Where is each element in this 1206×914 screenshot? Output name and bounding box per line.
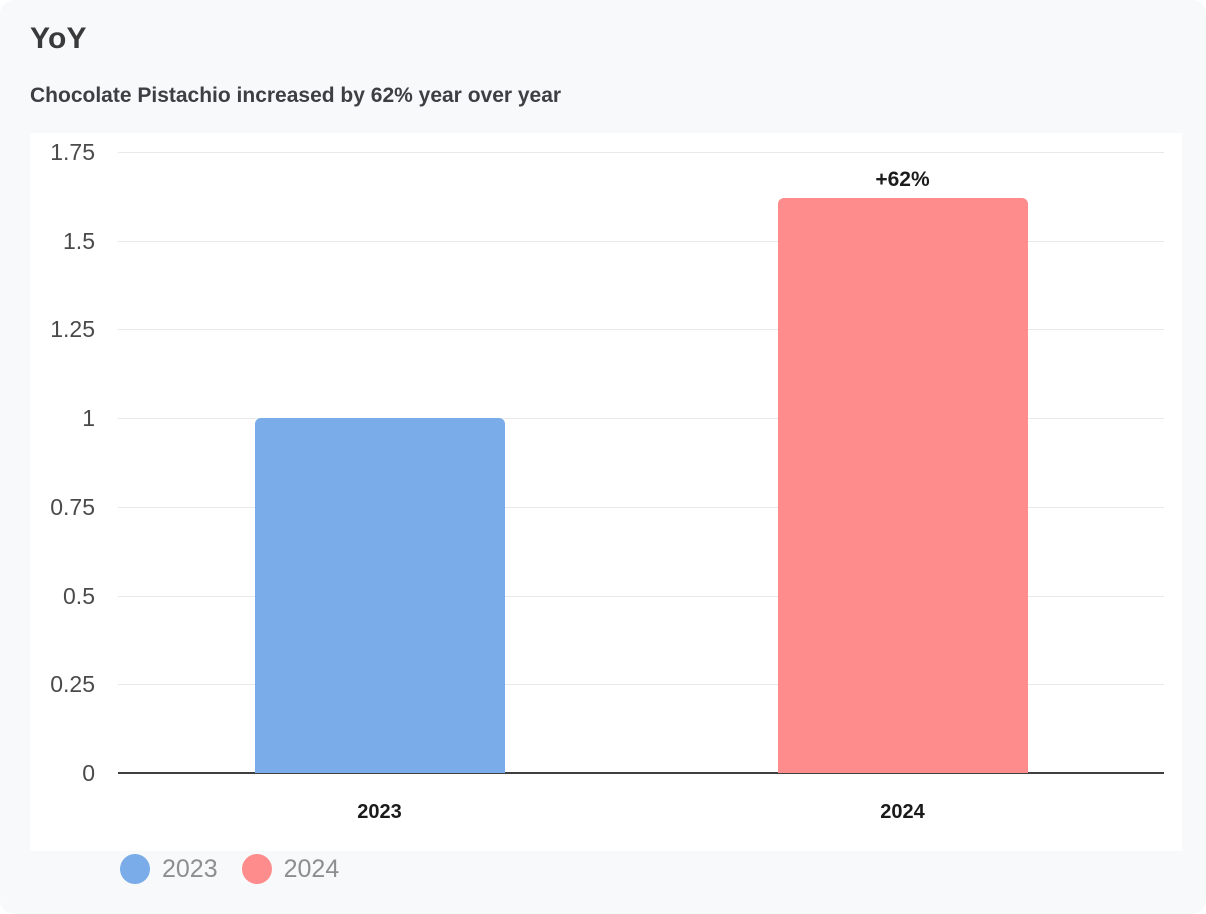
legend-label-2024: 2024	[283, 854, 340, 883]
gridline	[118, 506, 1164, 508]
bar-2024[interactable]	[777, 198, 1028, 773]
y-tick-label: 1	[82, 405, 95, 432]
x-axis-line	[118, 772, 1164, 774]
y-tick-label: 0.75	[50, 493, 95, 520]
legend-label-2023: 2023	[162, 854, 218, 883]
y-tick-label: 0.25	[50, 671, 95, 698]
bar-value-annotation: +62%	[875, 168, 930, 192]
x-axis-label-2024: 2024	[880, 801, 925, 823]
y-tick-label: 0	[82, 760, 95, 786]
legend-item-2023[interactable]: 2023	[120, 854, 218, 884]
legend-swatch-2024-icon	[241, 854, 272, 884]
gridline	[118, 240, 1164, 242]
bar-2023[interactable]	[254, 418, 505, 773]
chart-panel: +62% 1.75 1.5 1.25 1 0.75 0.5 0.25 0 2023 2024	[30, 133, 1182, 851]
y-tick-label: 0.5	[63, 582, 95, 609]
gridline	[118, 418, 1164, 420]
page-title: YoY	[30, 22, 87, 55]
y-tick-label: 1.5	[63, 227, 95, 254]
gridline	[118, 684, 1164, 686]
y-tick-label: 1.25	[50, 316, 95, 343]
gridline	[118, 595, 1164, 597]
x-axis-label-2023: 2023	[357, 801, 402, 823]
chart-legend: 2023 2024	[120, 851, 339, 887]
legend-item-2024[interactable]: 2024	[241, 854, 340, 884]
y-tick-label: 1.75	[50, 139, 95, 165]
chart-subtitle: Chocolate Pistachio increased by 62% yea…	[30, 84, 562, 107]
legend-swatch-2023-icon	[120, 854, 150, 884]
gridline	[118, 329, 1164, 331]
gridline	[118, 152, 1164, 153]
